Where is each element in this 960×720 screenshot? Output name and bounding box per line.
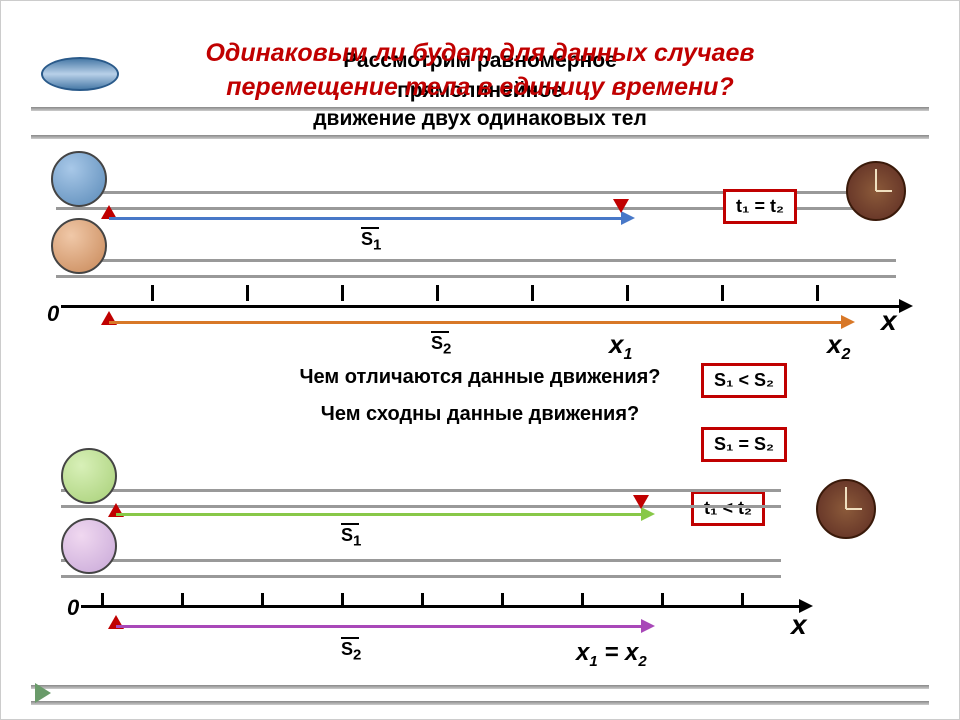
top-bar-2 (31, 135, 929, 139)
d2-ball-1 (61, 448, 117, 504)
d2-ball-2 (61, 518, 117, 574)
d1-zero: 0 (47, 301, 59, 327)
d1-tick (626, 285, 629, 301)
d2-track2-top (61, 559, 781, 562)
d1-s1-mini (361, 227, 379, 229)
d2-tick (421, 593, 424, 605)
title-red-2: перемещение тела в единицу времени? (1, 73, 959, 102)
d1-tick (246, 285, 249, 301)
physics-slide: Рассмотрим равномерное прямолинейное дви… (0, 0, 960, 720)
d1-ball-2 (51, 218, 107, 274)
d1-axis-arrow (899, 299, 913, 313)
box-s-lt: S₁ < S₂ (701, 363, 787, 398)
d2-x12: x1 = x2 (576, 639, 647, 670)
d1-tick (531, 285, 534, 301)
q2-text: Чем сходны данные движения? (1, 403, 959, 426)
title-black-3: движение двух одинаковых тел (1, 107, 959, 131)
d1-tick (151, 285, 154, 301)
box-t-lt: t₁ < t₂ (691, 491, 765, 526)
d2-track1-bot (61, 505, 781, 508)
d1-vec-s2 (109, 321, 841, 324)
d1-tick (341, 285, 344, 301)
d2-vec-s2 (116, 625, 641, 628)
d2-track2-bot (61, 575, 781, 578)
d2-tick (501, 593, 504, 605)
bottom-bar-1 (31, 685, 929, 689)
d1-ball-1 (51, 151, 107, 207)
d1-s2-mini (431, 331, 449, 333)
d2-axis (81, 605, 801, 608)
d2-s1-mini (341, 523, 359, 525)
d2-marker-end-1 (633, 495, 649, 509)
d1-box-t-eq: t₁ = t₂ (723, 189, 797, 224)
d2-tick (261, 593, 264, 605)
d2-vec-s1 (116, 513, 641, 516)
title-red-1: Одинаковым ли будет для данных случаев (1, 39, 959, 68)
d1-vec-s1 (109, 217, 621, 220)
d1-tick (816, 285, 819, 301)
d2-s1-label: S1 (341, 525, 361, 550)
d2-s2-label: S2 (341, 639, 361, 664)
bottom-bar-2 (31, 701, 929, 705)
d2-clock-icon (816, 479, 876, 539)
d1-axis (61, 305, 901, 308)
d1-clock-icon (846, 161, 906, 221)
d1-x: x (881, 305, 897, 337)
d1-s2-label: S2 (431, 333, 451, 358)
d2-tick (581, 593, 584, 605)
d2-x: x (791, 609, 807, 641)
d1-x2: x2 (827, 329, 850, 364)
d1-track2-top (56, 259, 896, 262)
d2-tick (101, 593, 104, 605)
d2-tick (181, 593, 184, 605)
d2-track1-top (61, 489, 781, 492)
d1-tick (436, 285, 439, 301)
d1-vec-s2-arrow (841, 315, 855, 329)
nav-next-icon[interactable] (35, 683, 51, 703)
d1-vec-s1-arrow (621, 211, 635, 225)
box-s-eq: S₁ = S₂ (701, 427, 787, 462)
d2-tick (661, 593, 664, 605)
q1-text: Чем отличаются данные движения? (1, 366, 959, 389)
d2-tick (741, 593, 744, 605)
d1-tick (721, 285, 724, 301)
d1-track2-bot (56, 275, 896, 278)
d2-s2-mini (341, 637, 359, 639)
d2-vec-s2-arrow (641, 619, 655, 633)
d2-zero: 0 (67, 595, 79, 621)
d2-vec-s1-arrow (641, 507, 655, 521)
d1-x1: x1 (609, 329, 632, 364)
d2-tick (341, 593, 344, 605)
d1-marker-end-1 (613, 199, 629, 213)
d1-s1-label: S1 (361, 229, 381, 254)
